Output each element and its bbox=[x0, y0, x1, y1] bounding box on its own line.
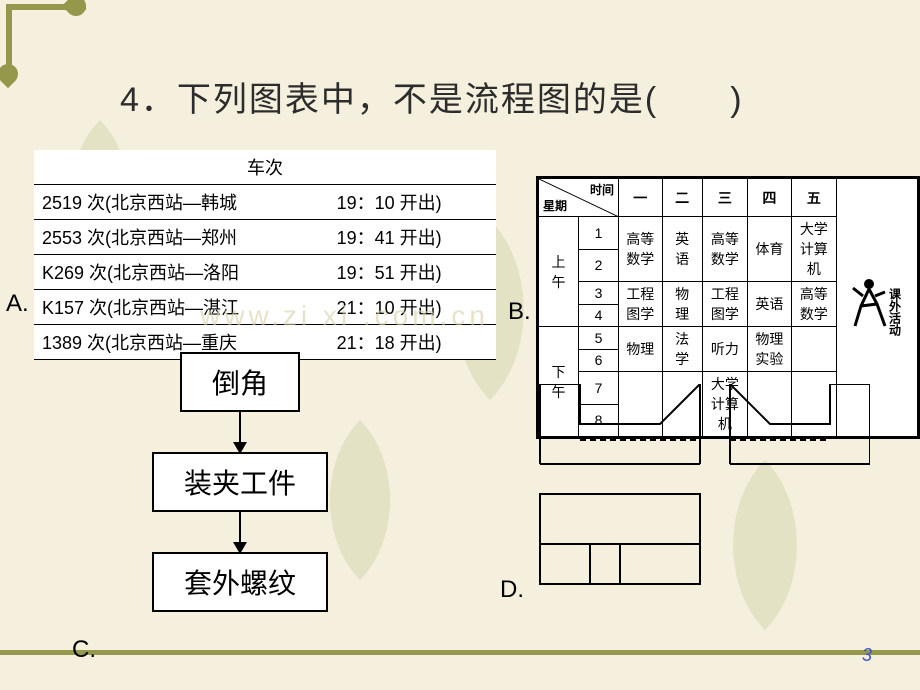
bottom-decoration bbox=[0, 650, 920, 690]
flow-box: 装夹工件 bbox=[152, 452, 328, 512]
flow-box: 套外螺纹 bbox=[152, 552, 328, 612]
label-a: A. bbox=[6, 290, 29, 318]
question-text: 4．下列图表中，不是流程图的是( ) bbox=[120, 72, 744, 121]
flow-arrow-icon bbox=[239, 512, 241, 552]
table-cell: 21：10 开出) bbox=[329, 290, 496, 325]
label-d: D. bbox=[500, 576, 524, 604]
table-cell: 2519 次(北京西站—韩城 bbox=[34, 185, 329, 220]
corner-decoration bbox=[6, 4, 86, 84]
table-cell: 19：10 开出) bbox=[329, 185, 496, 220]
label-b: B. bbox=[508, 298, 531, 326]
page-number: 3 bbox=[862, 645, 872, 666]
table-cell: 19：41 开出) bbox=[329, 220, 496, 255]
label-c: C. bbox=[72, 636, 96, 664]
table-cell: K157 次(北京西站—湛江 bbox=[34, 290, 329, 325]
table-cell: K269 次(北京西站—洛阳 bbox=[34, 255, 329, 290]
option-d-views bbox=[530, 384, 870, 609]
table-cell: 19：51 开出) bbox=[329, 255, 496, 290]
optA-header: 车次 bbox=[34, 150, 496, 185]
option-c-flowchart: 倒角 装夹工件 套外螺纹 bbox=[120, 352, 360, 612]
table-cell: 2553 次(北京西站—郑州 bbox=[34, 220, 329, 255]
flow-box: 倒角 bbox=[180, 352, 300, 412]
option-a-table: 车次 2519 次(北京西站—韩城19：10 开出) 2553 次(北京西站—郑… bbox=[34, 150, 496, 360]
flow-arrow-icon bbox=[239, 412, 241, 452]
